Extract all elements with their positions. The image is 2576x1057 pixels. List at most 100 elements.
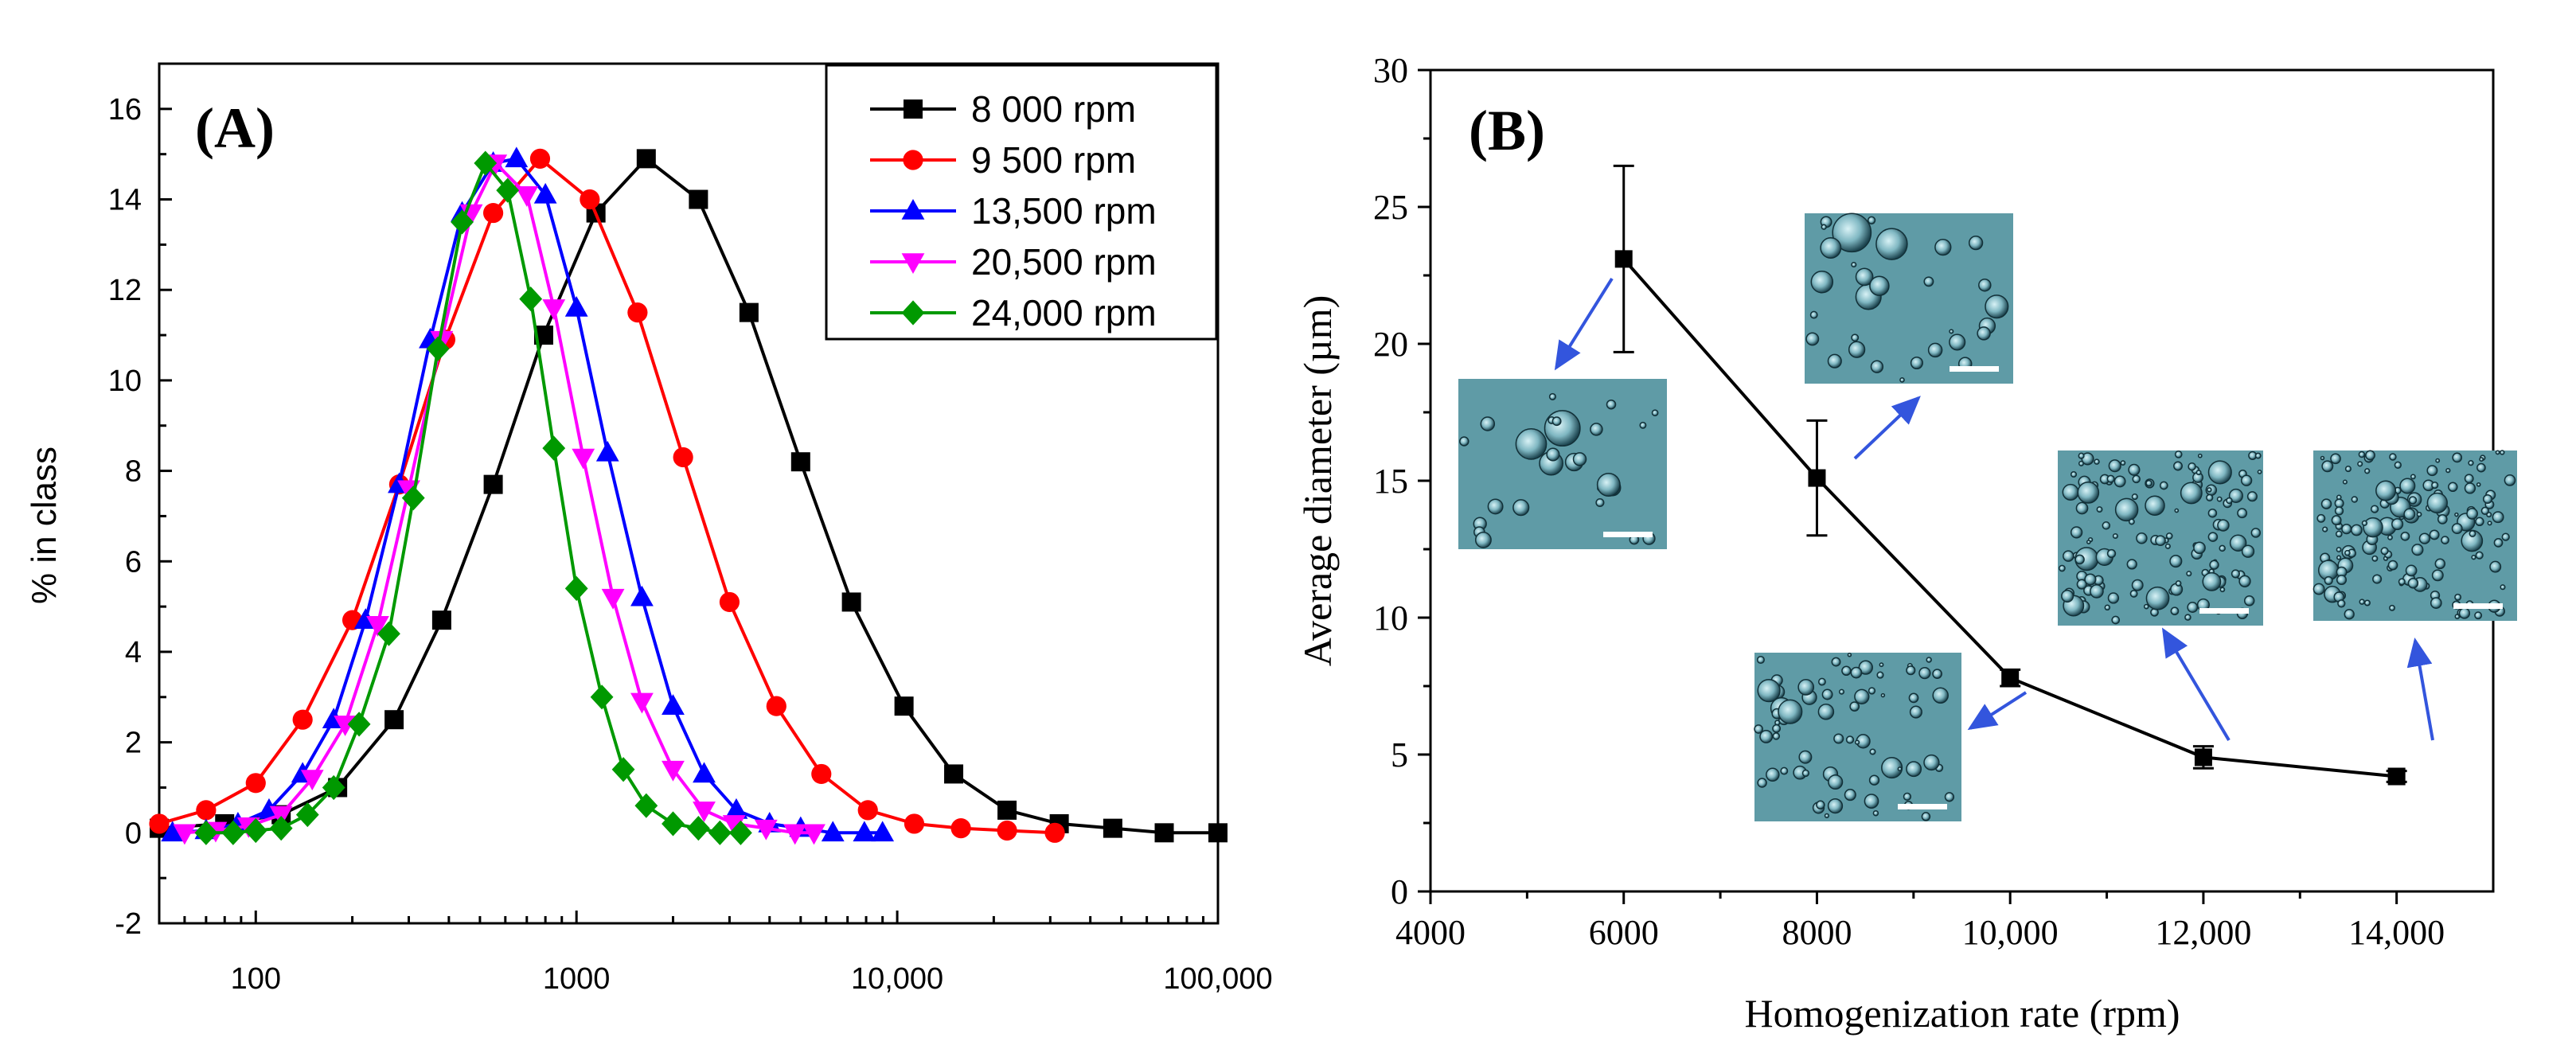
droplet: [2458, 607, 2471, 619]
droplet: [2400, 531, 2410, 541]
y-axis-title-b: Average diameter (µm): [1295, 295, 1340, 667]
droplet: [1855, 267, 1874, 287]
droplet: [2408, 496, 2418, 505]
droplet: [2495, 450, 2500, 455]
data-point-a: [950, 818, 971, 839]
droplet: [1923, 276, 1934, 287]
droplet: [1899, 377, 1905, 383]
droplet: [2180, 482, 2203, 505]
droplet: [2389, 604, 2395, 611]
data-point-a: [431, 610, 451, 630]
data-point-a: [245, 773, 266, 794]
data-point-a: [572, 448, 595, 470]
legend-label: 20,500 rpm: [971, 241, 1157, 283]
legend-box-a: [825, 64, 1218, 341]
droplet: [2334, 498, 2344, 509]
droplet: [1827, 798, 1844, 814]
droplet: [2344, 466, 2352, 473]
droplet: [2403, 508, 2416, 521]
data-point-a: [482, 202, 504, 224]
droplet: [1512, 499, 1530, 517]
droplet: [1757, 678, 1781, 703]
y-tick-label-a: 12: [108, 274, 142, 307]
data-point-a: [841, 592, 861, 612]
droplet: [2336, 547, 2342, 553]
droplet: [1801, 769, 1810, 778]
droplet: [2059, 564, 2066, 572]
data-point-a: [857, 800, 878, 821]
y-tick-label-b: 25: [1373, 188, 1408, 227]
scale-bar: [2199, 608, 2249, 614]
droplet: [1480, 416, 1496, 431]
droplet: [1546, 447, 1560, 462]
series-line-a: [184, 160, 814, 835]
droplet: [2474, 611, 2483, 620]
droplet: [1872, 809, 1879, 817]
droplet: [2193, 541, 2206, 555]
arrows: [1554, 277, 2434, 742]
droplet: [1816, 800, 1825, 810]
panel-label-b: (B): [1469, 99, 1545, 162]
series-b-0: [1613, 164, 2407, 786]
droplet: [2464, 482, 2476, 494]
x-tick-label-b: 6000: [1589, 913, 1659, 952]
droplet: [2448, 482, 2458, 493]
x-tick-label-a: 100,000: [1163, 962, 1272, 996]
droplet: [2202, 571, 2222, 591]
droplet: [2411, 544, 2424, 556]
droplet: [2480, 506, 2489, 515]
droplet: [2187, 602, 2199, 613]
droplet: [2380, 547, 2389, 556]
droplet: [1869, 275, 1890, 296]
droplet: [2435, 458, 2441, 463]
data-point-a: [722, 815, 746, 836]
droplet: [2321, 460, 2334, 473]
droplet: [1757, 778, 1767, 788]
droplet: [1778, 699, 1803, 724]
droplet: [1797, 679, 1815, 696]
series-line-a: [172, 157, 883, 835]
droplet: [2334, 506, 2344, 516]
droplet: [2077, 482, 2100, 504]
droplet: [2169, 555, 2183, 568]
data-point-a: [662, 760, 685, 782]
droplet: [2207, 487, 2212, 493]
droplet: [2357, 461, 2363, 467]
data-point-a: [790, 452, 810, 472]
series-a-3: [173, 154, 825, 845]
y-axis-b: 0 5 10 15 20 25 30: [1373, 51, 1430, 911]
legend-label: 9 500 rpm: [971, 139, 1136, 181]
droplet: [1909, 705, 1922, 719]
droplet: [2476, 462, 2486, 473]
data-point-a: [673, 447, 693, 468]
droplet: [1870, 360, 1884, 373]
droplet: [1858, 660, 1873, 675]
data-point-a: [474, 150, 498, 176]
droplet: [2336, 574, 2348, 586]
droplet: [1827, 353, 1842, 369]
legend-swatch-marker: [904, 99, 923, 119]
data-point-a: [384, 710, 404, 730]
data-point-a: [173, 824, 197, 845]
droplet: [1551, 416, 1562, 427]
droplet: [1798, 750, 1813, 764]
droplet: [2426, 465, 2438, 477]
droplet: [2407, 577, 2419, 589]
droplet: [2131, 579, 2144, 591]
data-point-a: [693, 802, 716, 822]
droplet: [2358, 450, 2366, 458]
droplet: [1817, 704, 1835, 720]
droplet: [1978, 278, 1992, 292]
scale-bar: [1603, 532, 1653, 537]
droplet: [2063, 550, 2074, 562]
x-axis-b: 4000 6000 8000 10,000 12,000 14,000: [1395, 891, 2445, 952]
droplet: [1833, 733, 1844, 744]
data-point-a: [542, 435, 566, 461]
droplet: [2219, 587, 2226, 593]
droplet: [2106, 474, 2115, 483]
droplet: [2217, 519, 2230, 532]
droplet: [2405, 564, 2418, 577]
droplet: [2174, 508, 2180, 513]
y-tick-label-b: 10: [1373, 599, 1408, 638]
x-tick-label-b: 12,000: [2155, 913, 2251, 952]
